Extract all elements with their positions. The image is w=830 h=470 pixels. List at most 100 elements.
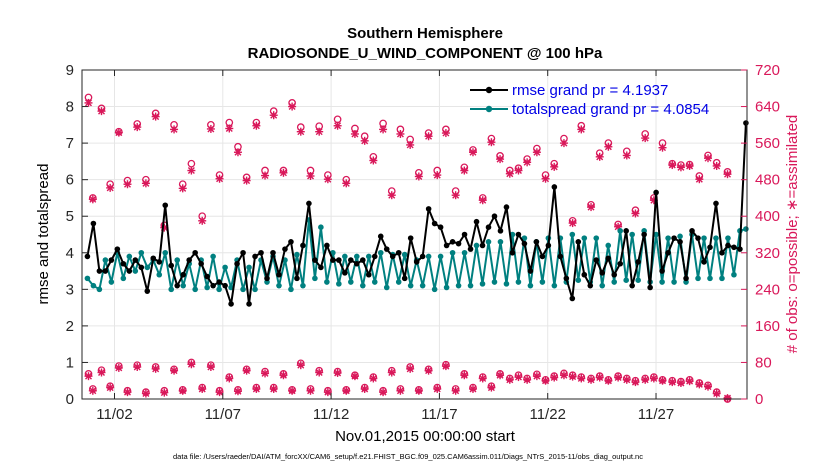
y-tick-label-right: 240	[755, 281, 780, 298]
rmse-point	[371, 253, 378, 260]
totalspread-point	[605, 242, 612, 249]
y-tick-label-right: 480	[755, 172, 780, 189]
legend-spread-label: totalspread grand pr = 4.0854	[512, 101, 709, 118]
totalspread-point	[371, 279, 378, 285]
obs-low-assimilated-marker	[187, 360, 196, 369]
obs-assimilated-marker	[323, 175, 332, 184]
obs-assimilated-marker	[170, 125, 179, 134]
rmse-point	[617, 260, 624, 267]
totalspread-point	[365, 253, 372, 260]
rmse-point	[443, 242, 450, 249]
rmse-point	[473, 218, 480, 225]
x-tick-label: 11/27	[638, 406, 674, 423]
rmse-point	[545, 242, 552, 249]
rmse-point	[342, 270, 348, 276]
totalspread-point	[168, 286, 175, 293]
obs-assimilated-marker	[97, 107, 106, 116]
rmse-point	[587, 282, 594, 289]
rmse-point	[324, 242, 330, 249]
obs-assimilated-marker	[712, 161, 721, 170]
obs-count-markers	[84, 93, 732, 403]
obs-low-assimilated-marker	[242, 366, 251, 375]
rmse-point	[611, 271, 618, 278]
rmse-point	[330, 257, 336, 263]
rmse-point	[569, 295, 576, 302]
obs-low-assimilated-marker	[279, 371, 288, 380]
obs-assimilated-marker	[233, 148, 242, 157]
rmse-point	[162, 202, 169, 209]
totalspread-point	[473, 242, 480, 249]
obs-assimilated-marker	[550, 162, 559, 171]
rmse-point	[431, 220, 438, 227]
totalspread-point	[276, 282, 282, 289]
rmse-point	[96, 268, 103, 274]
obs-assimilated-marker	[559, 139, 568, 148]
y-tick-label-right: 320	[755, 245, 780, 262]
rmse-point	[359, 257, 366, 263]
x-tick-label: 11/07	[205, 406, 241, 423]
obs-low-assimilated-marker	[233, 387, 242, 396]
legend-rmse-marker	[485, 86, 493, 94]
totalspread-point	[401, 251, 408, 258]
totalspread-point	[288, 286, 294, 293]
rmse-point	[437, 224, 444, 230]
obs-possible-marker	[187, 159, 196, 168]
obs-low-assimilated-marker	[532, 372, 541, 381]
obs-assimilated-marker	[342, 179, 351, 188]
rmse-point	[563, 275, 570, 282]
rmse-point	[731, 244, 737, 251]
obs-low-assimilated-marker	[577, 374, 586, 383]
rmse-point	[90, 220, 97, 227]
y-tick-label-right: 80	[755, 354, 772, 371]
x-tick-label: 11/17	[421, 406, 457, 423]
totalspread-point	[216, 286, 222, 293]
obs-low-assimilated-marker	[658, 376, 667, 385]
totalspread-point	[443, 284, 450, 291]
obs-low-assimilated-marker	[225, 374, 234, 383]
obs-low-assimilated-marker	[178, 386, 187, 395]
totalspread-point	[503, 281, 510, 287]
totalspread-point	[383, 284, 390, 291]
rmse-point	[401, 275, 408, 282]
obs-low-assimilated-marker	[160, 388, 169, 397]
obs-low-assimilated-marker	[206, 363, 215, 372]
obs-assimilated-marker	[151, 112, 160, 121]
totalspread-point	[120, 275, 127, 282]
totalspread-point	[659, 279, 665, 285]
obs-assimilated-marker	[587, 203, 596, 212]
obs-low-assimilated-marker	[396, 386, 405, 395]
rmse-point	[485, 224, 492, 230]
rmse-point	[108, 257, 115, 263]
obs-low-assimilated-marker	[676, 379, 685, 388]
totalspread-point	[671, 279, 677, 285]
totalspread-point	[551, 282, 558, 289]
rmse-point	[449, 239, 456, 245]
rmse-point	[168, 262, 175, 269]
totalspread-point	[395, 279, 402, 285]
chart-title: Southern Hemisphere	[347, 25, 503, 42]
y-tick-label-left: 9	[66, 62, 74, 79]
rmse-point	[719, 249, 725, 256]
obs-low-assimilated-marker	[685, 377, 694, 386]
obs-low-assimilated-marker	[649, 374, 658, 383]
rmse-point	[234, 260, 240, 267]
obs-low-assimilated-marker	[505, 375, 514, 384]
totalspread-point	[156, 271, 163, 278]
rmse-point	[389, 253, 396, 260]
obs-low-assimilated-marker	[614, 373, 623, 382]
obs-assimilated-marker	[460, 166, 469, 175]
rmse-point	[497, 228, 504, 234]
obs-low-assimilated-marker	[296, 361, 305, 370]
rmse-point	[126, 268, 133, 274]
obs-low-assimilated-marker	[315, 368, 324, 377]
obs-low-assimilated-marker	[323, 388, 332, 397]
rmse-point	[425, 206, 432, 212]
totalspread-point	[222, 264, 228, 271]
totalspread-point	[485, 239, 492, 245]
obs-assimilated-marker	[178, 184, 187, 193]
obs-low-assimilated-marker	[379, 388, 388, 397]
data-file-footer: data file: /Users/raeder/DAI/ATM_forcXX/…	[173, 452, 643, 461]
obs-low-assimilated-marker	[559, 371, 568, 380]
obs-assimilated-marker	[468, 148, 477, 157]
rmse-point	[365, 271, 372, 278]
